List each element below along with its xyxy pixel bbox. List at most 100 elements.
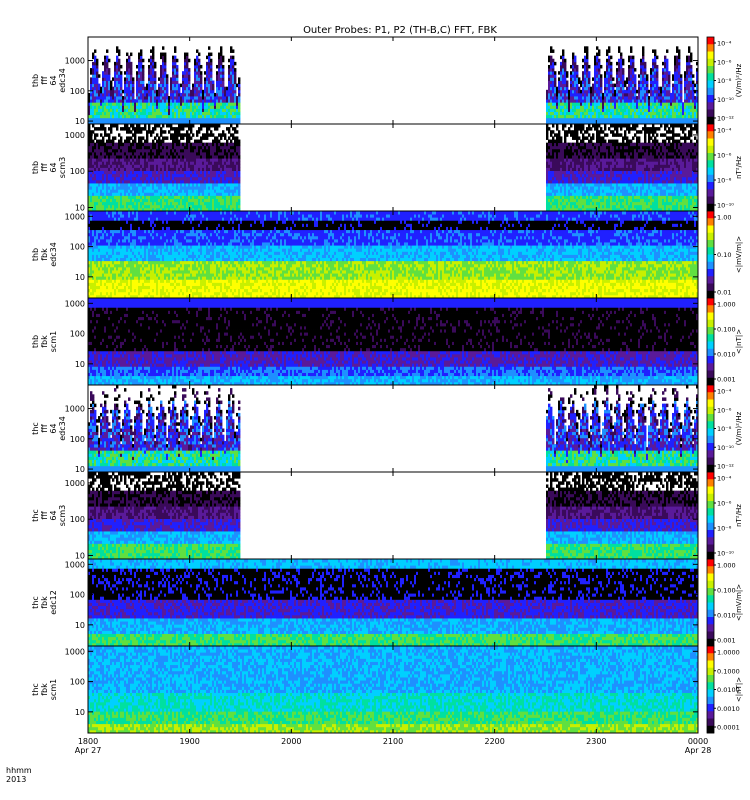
- heatmap-cell: [106, 105, 109, 109]
- heatmap-cell: [100, 86, 103, 91]
- heatmap-cell: [120, 74, 123, 78]
- colorbar-step: [707, 91, 714, 96]
- heatmap-cell: [136, 92, 139, 97]
- heatmap-cell: [146, 83, 149, 88]
- heatmap-cell: [140, 74, 143, 78]
- heatmap-cell: [548, 92, 551, 97]
- heatmap-cell: [158, 99, 161, 103]
- heatmap-cell: [632, 61, 635, 66]
- heatmap-cell: [234, 68, 237, 72]
- heatmap-cell: [128, 64, 131, 69]
- heatmap-cell: [578, 92, 581, 97]
- heatmap-cell: [144, 92, 147, 97]
- heatmap-cell: [112, 108, 115, 112]
- heatmap-cell: [94, 77, 97, 81]
- heatmap-cell: [564, 80, 567, 85]
- heatmap-cell: [216, 120, 219, 125]
- heatmap-cell: [204, 111, 207, 116]
- heatmap-cell: [124, 71, 127, 75]
- heatmap-cell: [96, 71, 99, 75]
- heatmap-cell: [548, 127, 551, 131]
- heatmap-cell: [122, 102, 125, 106]
- heatmap-cell: [564, 117, 567, 122]
- heatmap-cell: [668, 77, 671, 81]
- heatmap-cell: [140, 105, 143, 109]
- heatmap-cell: [146, 114, 149, 119]
- heatmap-cell: [216, 117, 219, 122]
- heatmap-cell: [574, 68, 577, 72]
- heatmap-cell: [188, 108, 191, 112]
- heatmap-cell: [94, 102, 97, 106]
- heatmap-cell: [118, 114, 121, 119]
- heatmap-cell: [198, 52, 201, 57]
- heatmap-cell: [562, 127, 565, 131]
- heatmap-cell: [588, 71, 591, 75]
- heatmap-cell: [198, 114, 201, 119]
- heatmap-cell: [96, 96, 99, 100]
- heatmap-cell: [602, 111, 605, 116]
- colorbar-step: [707, 40, 714, 45]
- heatmap-cell: [564, 96, 567, 100]
- heatmap-cell: [222, 80, 225, 85]
- heatmap-cell: [152, 68, 155, 72]
- heatmap-cell: [172, 96, 175, 100]
- heatmap-cell: [98, 92, 101, 97]
- heatmap-cell: [122, 114, 125, 119]
- heatmap-cell: [212, 99, 215, 103]
- colorbar-step: [707, 95, 714, 100]
- heatmap-cell: [554, 105, 557, 109]
- heatmap-cell: [152, 86, 155, 91]
- heatmap-cell: [578, 99, 581, 103]
- heatmap-cell: [92, 71, 95, 75]
- heatmap-cell: [130, 120, 133, 125]
- heatmap-cell: [238, 114, 241, 119]
- heatmap-cell: [556, 120, 559, 125]
- heatmap-cell: [614, 117, 617, 122]
- heatmap-cell: [154, 89, 157, 94]
- heatmap-cell: [610, 102, 613, 106]
- heatmap-cell: [110, 105, 113, 109]
- heatmap-cell: [92, 120, 95, 125]
- heatmap-cell: [616, 86, 619, 91]
- heatmap-cell: [104, 64, 107, 69]
- heatmap-cell: [106, 108, 109, 112]
- heatmap-cell: [102, 120, 105, 125]
- heatmap-cell: [164, 83, 167, 88]
- heatmap-cell: [588, 89, 591, 94]
- heatmap-cell: [200, 77, 203, 81]
- heatmap-cell: [104, 71, 107, 75]
- heatmap-cell: [172, 77, 175, 81]
- heatmap-cell: [232, 74, 235, 78]
- heatmap-cell: [560, 64, 563, 69]
- heatmap-cell: [634, 77, 637, 81]
- heatmap-cell: [634, 68, 637, 72]
- heatmap-cell: [216, 71, 219, 75]
- heatmap-cell: [132, 117, 135, 122]
- heatmap-cell: [186, 108, 189, 112]
- heatmap-cell: [158, 136, 161, 140]
- heatmap-cell: [216, 83, 219, 88]
- heatmap-cell: [216, 105, 219, 109]
- heatmap-cell: [144, 127, 147, 131]
- heatmap-cell: [144, 99, 147, 103]
- heatmap-cell: [556, 99, 559, 103]
- heatmap-cell: [614, 108, 617, 112]
- heatmap-cell: [148, 74, 151, 78]
- heatmap-cell: [164, 77, 167, 81]
- heatmap-cell: [196, 117, 199, 122]
- heatmap-cell: [180, 96, 183, 100]
- heatmap-cell: [220, 136, 223, 140]
- heatmap-cell: [116, 68, 119, 72]
- heatmap-cell: [200, 102, 203, 106]
- heatmap-cell: [634, 83, 637, 88]
- heatmap-cell: [564, 105, 567, 109]
- heatmap-cell: [642, 52, 645, 57]
- heatmap-cell: [92, 80, 95, 85]
- heatmap-cell: [186, 120, 189, 125]
- heatmap-cell: [148, 117, 151, 122]
- heatmap-cell: [194, 102, 197, 106]
- heatmap-cell: [214, 111, 217, 116]
- heatmap-cell: [110, 130, 113, 134]
- heatmap-cell: [678, 52, 681, 57]
- heatmap-cell: [596, 114, 599, 119]
